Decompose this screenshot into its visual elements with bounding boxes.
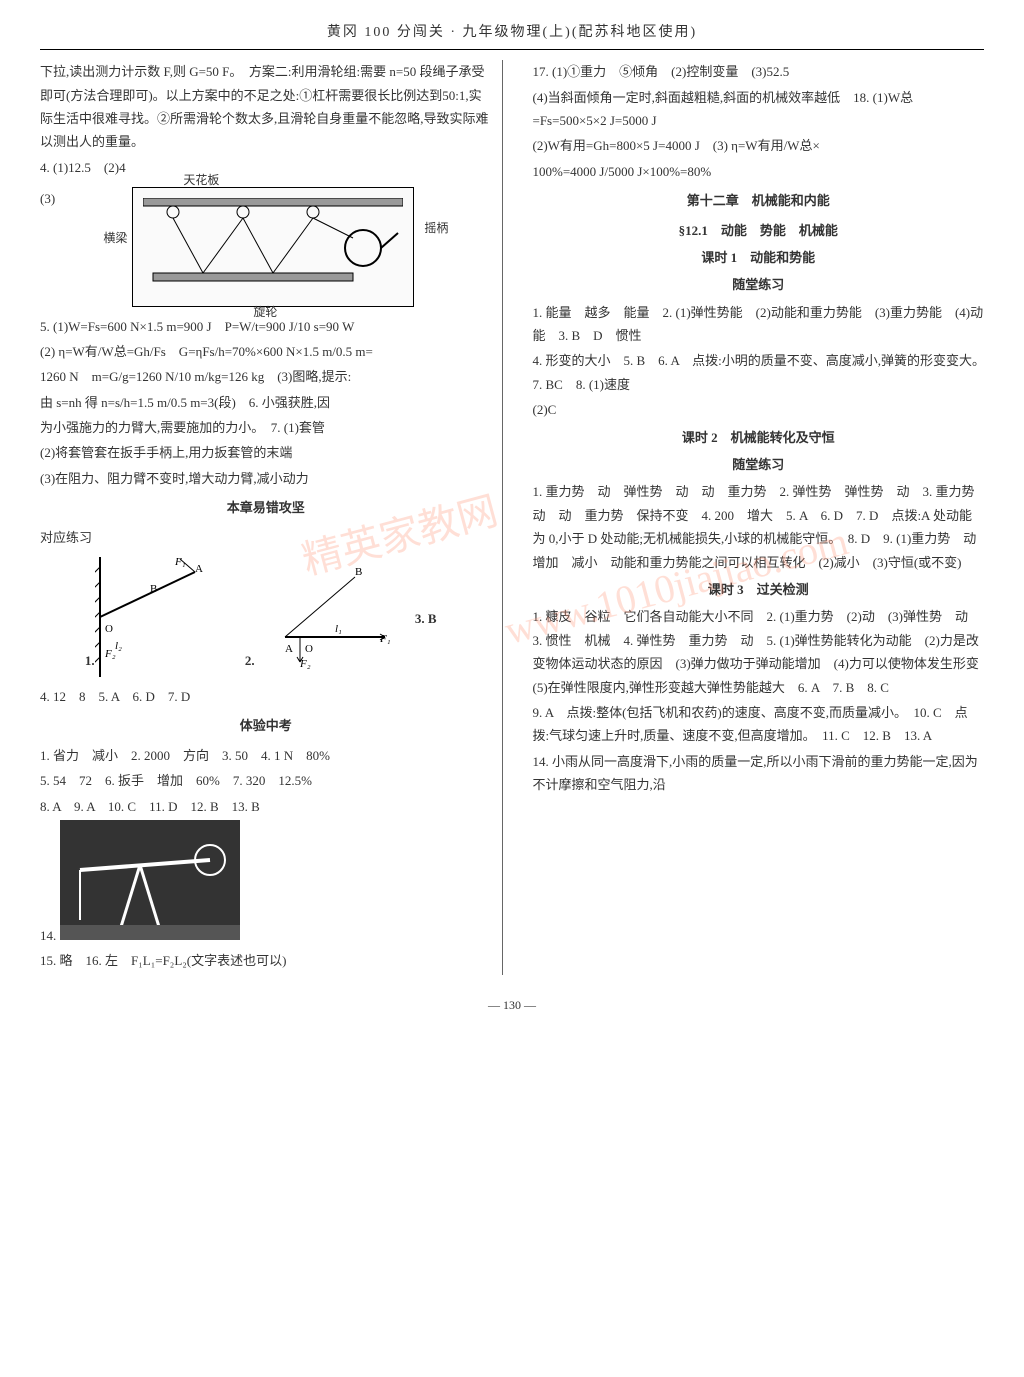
- class-practice-2: 随堂练习: [533, 453, 985, 476]
- svg-text:l₁: l₁: [335, 623, 342, 635]
- pump-jack-diagram: [60, 820, 240, 940]
- r-17-4-18: (4)当斜面倾角一定时,斜面越粗糙,斜面的机械效率越低 18. (1)W总=Fs…: [533, 86, 985, 133]
- answer-5-2b: 1260 N m=G/g=1260 N/10 m/kg=126 kg (3)图略…: [40, 365, 492, 388]
- exam-5-7: 5. 54 72 6. 扳手 增加 60% 7. 320 12.5%: [40, 769, 492, 792]
- diag-3-answer: 3. B: [415, 607, 437, 630]
- r-p6: 4. 形变的大小 5. B 6. A 点拨:小明的质量不变、高度减小,弹簧的形变…: [533, 349, 985, 396]
- svg-text:B: B: [150, 583, 157, 595]
- r-p8: 1. 重力势 动 弹性势 动 动 重力势 2. 弹性势 弹性势 动 3. 重力势…: [533, 480, 985, 574]
- svg-text:B: B: [355, 566, 362, 578]
- lever-diagram-2: B A O F₁ F₂ l₁ 2.: [255, 557, 395, 677]
- beam-label: 横梁: [103, 228, 127, 250]
- lever-diagrams: O B A F₁ F₂ l₂ 1. B A O F₁: [40, 557, 492, 677]
- svg-text:A: A: [285, 643, 293, 655]
- r-17: 17. (1)①重力 ⑤倾角 (2)控制变量 (3)52.5: [533, 60, 985, 83]
- wheel-label: 旋轮: [253, 302, 277, 324]
- svg-text:O: O: [305, 643, 313, 655]
- r-p5: 1. 能量 越多 能量 2. (1)弹性势能 (2)动能和重力势能 (3)重力势…: [533, 301, 985, 348]
- pulley-diagram: (3) 天花板 横梁 摇柄 旋轮: [40, 187, 492, 306]
- diagram-3-label: (3): [40, 187, 55, 210]
- class-practice-1: 随堂练习: [533, 273, 985, 296]
- answer-6-7: 为小强施力的力臂大,需要施加的力小。 7. (1)套管: [40, 416, 492, 439]
- answers-4-7: 4. 12 8 5. A 6. D 7. D: [40, 685, 492, 708]
- para: 下拉,读出测力计示数 F,则 G=50 F。 方案二:利用滑轮组:需要 n=50…: [40, 60, 492, 154]
- page-number: — 130 —: [40, 995, 984, 1017]
- r-p7: (2)C: [533, 398, 985, 421]
- pulley-svg: [143, 198, 403, 288]
- content-columns: 下拉,读出测力计示数 F,则 G=50 F。 方案二:利用滑轮组:需要 n=50…: [40, 60, 984, 975]
- crank-label: 摇柄: [424, 218, 448, 240]
- answer-5-2: (2) η=W有/W总=Gh/Fs G=ηFs/h=70%×600 N×1.5 …: [40, 340, 492, 363]
- lesson-3: 课时 3 过关检测: [533, 578, 985, 601]
- pulley-frame: 天花板 横梁 摇柄 旋轮: [132, 187, 414, 306]
- lesson-1: 课时 1 动能和势能: [533, 246, 985, 269]
- right-column: 17. (1)①重力 ⑤倾角 (2)控制变量 (3)52.5 (4)当斜面倾角一…: [523, 60, 985, 975]
- answer-5-3: 由 s=nh 得 n=s/h=1.5 m/0.5 m=3(段) 6. 小强获胜,…: [40, 391, 492, 414]
- section-errors: 本章易错攻坚: [40, 496, 492, 519]
- exam-15-16: 15. 略 16. 左 F₁L₁=F₂L₂(文字表述也可以): [40, 949, 492, 972]
- exam-1-4: 1. 省力 减小 2. 2000 方向 3. 50 4. 1 N 80%: [40, 744, 492, 767]
- q14-label: 14.: [40, 928, 56, 943]
- svg-text:O: O: [105, 623, 113, 635]
- section-exam: 体验中考: [40, 714, 492, 737]
- section-12-1: §12.1 动能 势能 机械能: [533, 219, 985, 242]
- r-18-2-3: (2)W有用=Gh=800×5 J=4000 J (3) η=W有用/W总×: [533, 134, 985, 157]
- answer-7-3: (3)在阻力、阻力臂不变时,增大动力臂,减小动力: [40, 467, 492, 490]
- exam-14: 14.: [40, 820, 492, 947]
- lever-diagram-1: O B A F₁ F₂ l₂ 1.: [95, 557, 235, 677]
- r-18-calc: 100%=4000 J/5000 J×100%=80%: [533, 160, 985, 183]
- answer-7-2: (2)将套管套在扳手手柄上,用力扳套管的末端: [40, 441, 492, 464]
- page-header: 黄冈 100 分闯关 · 九年级物理(上)(配苏科地区使用): [40, 20, 984, 50]
- ceiling-label: 天花板: [183, 170, 219, 192]
- svg-text:F₂: F₂: [104, 648, 116, 660]
- left-column: 下拉,读出测力计示数 F,则 G=50 F。 方案二:利用滑轮组:需要 n=50…: [40, 60, 503, 975]
- r-p9: 1. 糠皮 谷粒 它们各自动能大小不同 2. (1)重力势 (2)动 (3)弹性…: [533, 605, 985, 699]
- svg-text:l₂: l₂: [115, 640, 122, 652]
- practice-label: 对应练习: [40, 526, 492, 549]
- diag-1-num: 1.: [85, 649, 95, 672]
- chapter-12: 第十二章 机械能和内能: [533, 189, 985, 212]
- lesson-2: 课时 2 机械能转化及守恒: [533, 426, 985, 449]
- svg-text:A: A: [195, 563, 203, 575]
- exam-8-13: 8. A 9. A 10. C 11. D 12. B 13. B: [40, 795, 492, 818]
- r-p10: 9. A 点拨:整体(包括飞机和农药)的速度、高度不变,而质量减小。 10. C…: [533, 701, 985, 748]
- answer-4: 4. (1)12.5 (2)4: [40, 156, 492, 179]
- r-p11: 14. 小雨从同一高度滑下,小雨的质量一定,所以小雨下滑前的重力势能一定,因为不…: [533, 750, 985, 797]
- diag-2-num: 2.: [245, 649, 255, 672]
